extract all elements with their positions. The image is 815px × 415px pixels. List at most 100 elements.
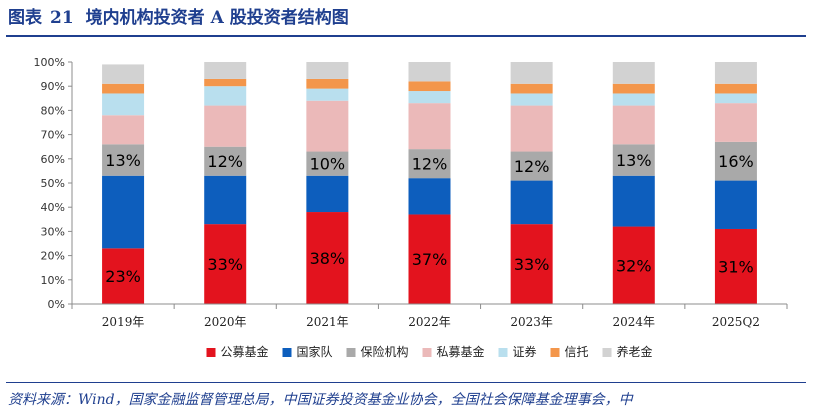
title-divider [6, 35, 806, 37]
y-tick-label: 60% [41, 153, 65, 166]
bar-segment [204, 224, 247, 304]
chart-title-number: 21 [50, 8, 74, 28]
data-label: 33% [207, 255, 243, 274]
stacked-bar-chart: 0% 10% 20% 30% 40% 50% 60% 70% 80% 90% 100% 23% 33% 3… [34, 56, 788, 359]
data-label: 31% [718, 257, 754, 276]
bar-segment [612, 62, 655, 84]
bar-segment [408, 149, 451, 179]
bar-segment [408, 91, 451, 104]
bar-segment [714, 103, 757, 142]
y-tick-label: 70% [41, 129, 65, 142]
bar-segment [306, 78, 349, 89]
data-label: 13% [616, 151, 652, 170]
y-tick-label: 30% [41, 225, 65, 238]
data-label: 13% [105, 151, 141, 170]
bar-segment [408, 214, 451, 304]
y-tick-label: 20% [41, 250, 65, 263]
data-label: 33% [514, 255, 550, 274]
bar-segment [102, 175, 145, 249]
y-tick-label: 90% [41, 80, 65, 93]
y-tick-label: 10% [41, 274, 65, 287]
bar-segment [612, 175, 655, 227]
bar-segment [612, 105, 655, 145]
bar-segment [204, 86, 247, 106]
chart-title: 图表 21 境内机构投资者 A 股投资者结构图 [8, 6, 349, 30]
bar-segment [408, 62, 451, 82]
y-tick-label: 50% [41, 177, 65, 190]
legend-label: 国家队 [297, 344, 333, 359]
bar-segment [714, 93, 757, 104]
chart-title-prefix: 图表 [8, 8, 42, 28]
legend-swatch [422, 348, 432, 357]
legend-label: 信托 [565, 345, 589, 359]
bar-segment [306, 88, 349, 101]
bar-segment [408, 178, 451, 215]
bar-segment [714, 83, 757, 94]
bar-segment [102, 83, 145, 94]
chart-title-text: 境内机构投资者 A 股投资者结构图 [85, 8, 349, 28]
bar-segment [612, 226, 655, 304]
bar-segment [306, 212, 349, 304]
legend-swatch [498, 348, 508, 357]
bar-segment [102, 144, 145, 176]
x-tick-label: 2025Q2 [712, 315, 760, 329]
legend-swatch [346, 348, 356, 357]
bar-segment [714, 228, 757, 304]
legend-swatch [206, 348, 216, 357]
data-label: 12% [412, 155, 448, 174]
data-label: 12% [207, 152, 243, 171]
bar-segment [612, 93, 655, 106]
bar-segment [510, 83, 553, 94]
footer-divider [6, 382, 806, 383]
y-tick-label: 100% [34, 56, 65, 69]
bar-segment [306, 62, 349, 79]
data-label: 16% [718, 152, 754, 171]
legend-label: 证券 [513, 344, 537, 359]
legend-label: 公募基金 [221, 344, 269, 359]
data-label: 32% [616, 256, 652, 275]
bar-segment [612, 83, 655, 94]
data-label: 23% [105, 267, 141, 286]
bar-segment [204, 146, 247, 176]
x-tick-label: 2020年 [204, 315, 247, 329]
source-note: 资料来源：Wind，国家金融监督管理总局，中国证券投资基金业协会，全国社会保障基… [8, 392, 633, 408]
bar-segment [204, 62, 247, 79]
bar-segment [510, 105, 553, 152]
y-tick-label: 40% [41, 201, 65, 214]
bar-segment [306, 100, 349, 152]
bar-segment [612, 144, 655, 176]
legend-label: 养老金 [617, 344, 653, 359]
x-tick-label: 2024年 [613, 315, 656, 329]
bar-segment [102, 64, 145, 84]
data-label: 38% [310, 249, 346, 268]
bar-segment [510, 93, 553, 106]
y-tick-label: 0% [48, 298, 65, 311]
bar-segment [510, 180, 553, 225]
legend-swatch [602, 348, 612, 357]
y-tick-label: 80% [41, 104, 65, 117]
bar-segment [306, 175, 349, 213]
legend-label: 保险机构 [361, 344, 409, 359]
bar-segment [714, 141, 757, 181]
bar-segment [102, 248, 145, 304]
bar-segment [510, 224, 553, 304]
legend-swatch [282, 348, 292, 357]
legend-swatch [550, 348, 560, 357]
bar-segment [510, 62, 553, 84]
data-label: 37% [412, 250, 448, 269]
data-label: 10% [310, 155, 346, 174]
bar-segment [408, 103, 451, 150]
bar-segment [408, 81, 451, 92]
bar-segment [102, 115, 145, 145]
bar-segment [306, 151, 349, 176]
bar-segment [714, 62, 757, 84]
x-tick-label: 2019年 [102, 315, 145, 329]
x-tick-label: 2023年 [510, 315, 553, 329]
bar-segment [714, 180, 757, 229]
bar-segment [204, 175, 247, 225]
data-label: 12% [514, 157, 550, 176]
x-tick-label: 2022年 [408, 315, 451, 329]
bar-segment [102, 93, 145, 116]
bar-segment [204, 105, 247, 147]
bar-segment [510, 151, 553, 181]
